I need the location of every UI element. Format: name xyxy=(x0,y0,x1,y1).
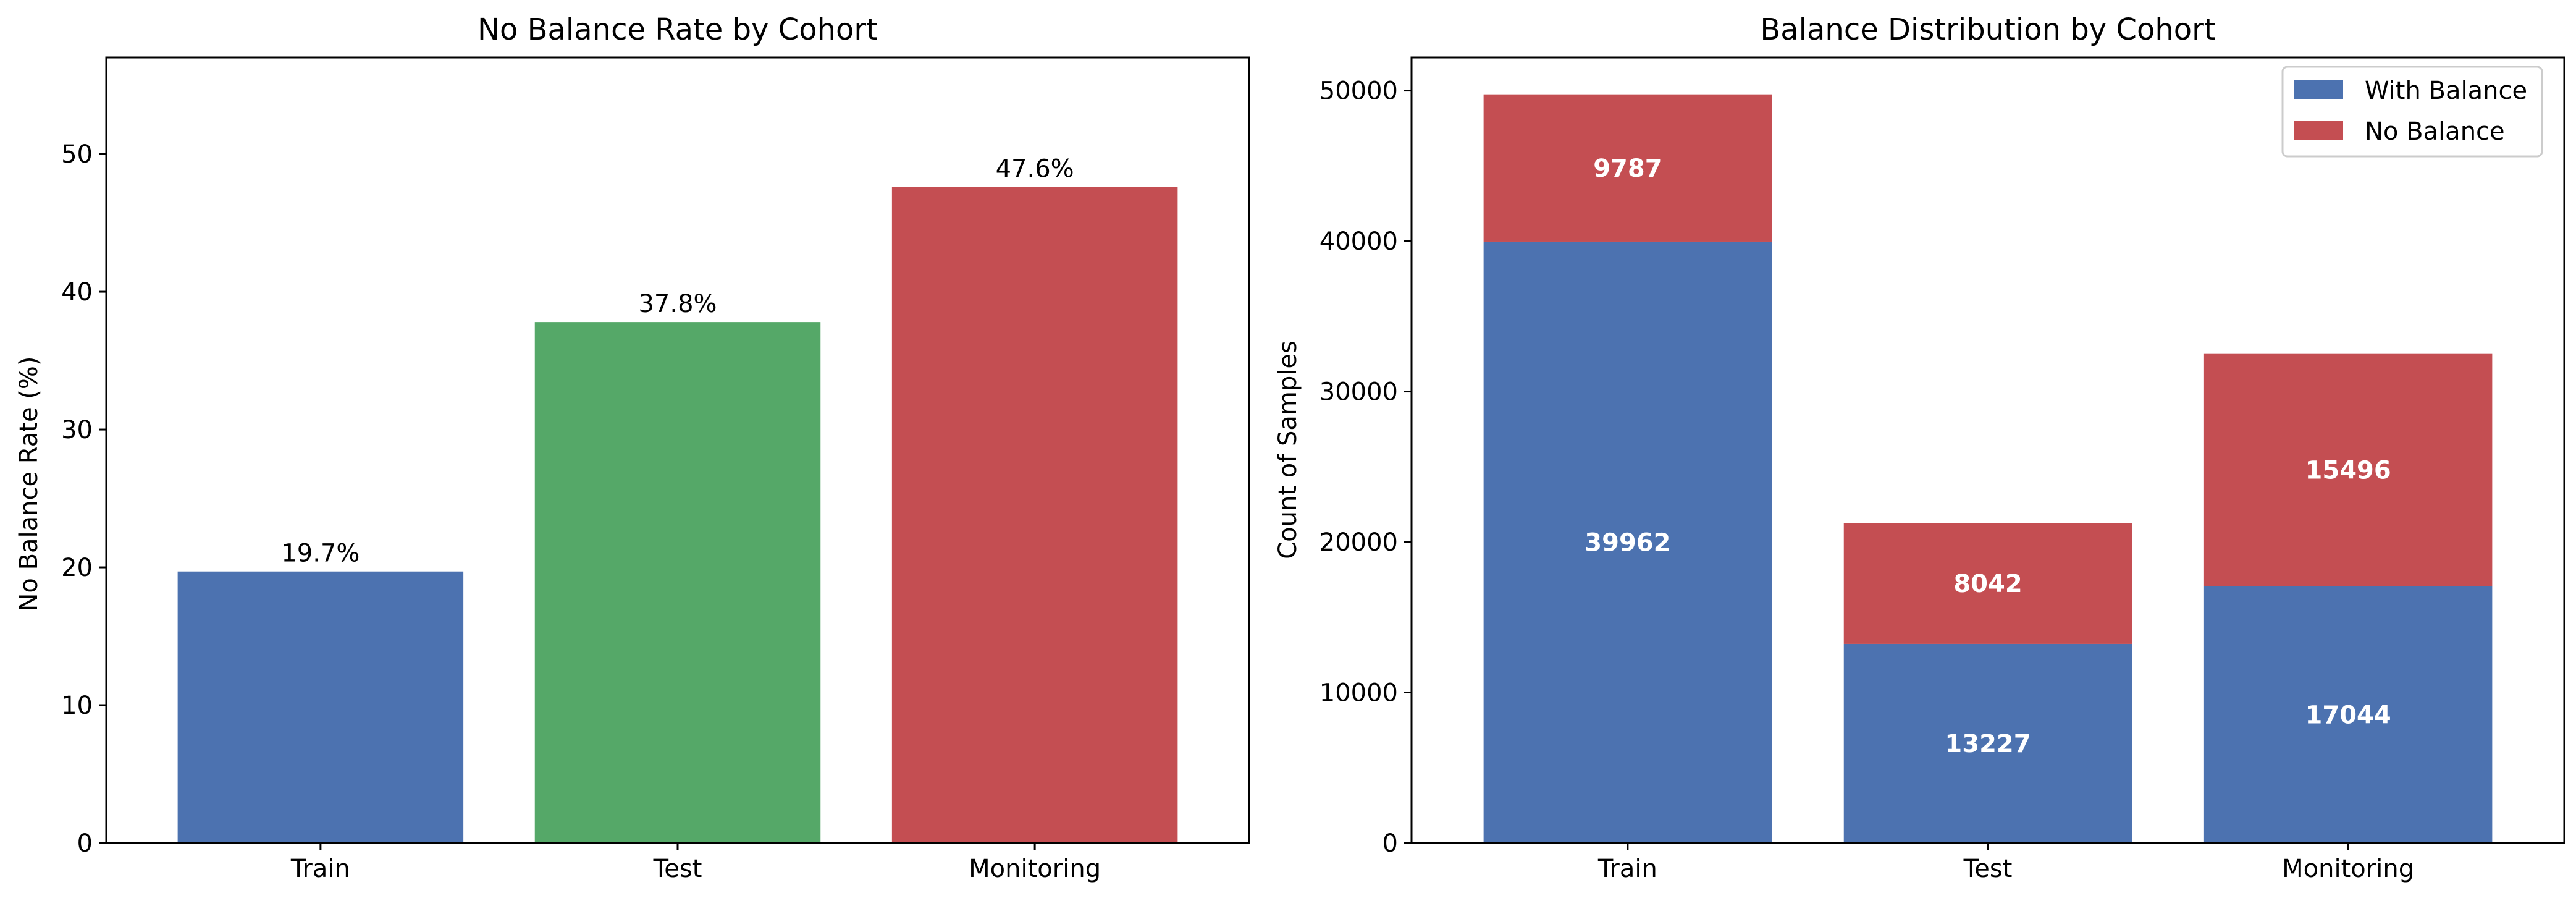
rate-chart-axes-frame xyxy=(105,56,1250,844)
rate-x-tick-test: Test xyxy=(653,855,702,883)
distribution-x-tick-monitoring: Monitoring xyxy=(2282,855,2414,883)
distribution-y-tick-20000: 20000 xyxy=(1320,528,1398,557)
distribution-y-tick-0: 0 xyxy=(1383,829,1398,858)
distribution-bar-train-no-balance xyxy=(1483,94,1772,242)
rate-y-tick-50: 50 xyxy=(61,140,93,169)
legend-swatch-no-balance xyxy=(2294,121,2343,140)
rate-value-label-monitoring: 47.6% xyxy=(996,155,1074,184)
legend-swatch-with-balance xyxy=(2294,80,2343,99)
distribution-chart-ylabel: Count of Samples xyxy=(1274,341,1302,559)
rate-value-label-train: 19.7% xyxy=(281,540,360,568)
legend-label-no-balance: No Balance xyxy=(2365,117,2505,146)
rate-bar-train xyxy=(177,571,464,843)
rate-chart-bars xyxy=(177,187,1178,843)
rate-y-tick-40: 40 xyxy=(61,278,93,307)
rate-y-tick-20: 20 xyxy=(61,554,93,582)
rate-bar-monitoring xyxy=(891,187,1178,843)
distribution-bar-test-with-balance xyxy=(1843,643,2132,843)
rate-chart: No Balance Rate by Cohort No Balance Rat… xyxy=(15,12,1250,883)
distribution-bar-monitoring-with-balance xyxy=(2203,586,2493,843)
legend: With Balance No Balance xyxy=(2281,66,2543,158)
distribution-bar-monitoring-no-balance xyxy=(2203,353,2493,587)
legend-label-with-balance: With Balance xyxy=(2365,77,2527,105)
distribution-chart-y-ticks: 0 10000 20000 30000 40000 50000 xyxy=(1320,77,1412,858)
rate-chart-ylabel: No Balance Rate (%) xyxy=(15,356,43,611)
distribution-y-tick-30000: 30000 xyxy=(1320,378,1398,407)
rate-chart-title: No Balance Rate by Cohort xyxy=(478,12,878,47)
distribution-segment-label-monitoring-no-balance: 15496 xyxy=(2305,456,2391,485)
distribution-y-tick-40000: 40000 xyxy=(1320,227,1398,256)
rate-x-tick-train: Train xyxy=(290,855,350,883)
rate-y-tick-10: 10 xyxy=(61,692,93,720)
rate-chart-y-ticks: 0 10 20 30 40 50 xyxy=(61,140,106,858)
distribution-segment-label-test-no-balance: 8042 xyxy=(1953,570,2022,598)
rate-chart-value-labels: 19.7% 37.8% 47.6% xyxy=(281,155,1074,568)
distribution-segment-label-test-with-balance: 13227 xyxy=(1945,730,2031,758)
distribution-x-tick-test: Test xyxy=(1963,855,2013,883)
rate-x-tick-monitoring: Monitoring xyxy=(969,855,1101,883)
rate-bar-test xyxy=(534,322,821,843)
distribution-segment-label-train-with-balance: 39962 xyxy=(1585,528,1670,557)
distribution-chart-title: Balance Distribution by Cohort xyxy=(1760,12,2215,47)
distribution-segment-label-train-no-balance: 9787 xyxy=(1593,155,1662,183)
distribution-chart-segment-labels: 39962 9787 13227 8042 17044 15496 xyxy=(1585,155,2391,758)
distribution-segment-label-monitoring-with-balance: 17044 xyxy=(2305,701,2391,730)
legend-box xyxy=(2281,66,2543,158)
distribution-y-tick-10000: 10000 xyxy=(1320,679,1398,708)
rate-value-label-test: 37.8% xyxy=(638,290,717,318)
rate-chart-x-ticks: Train Test Monitoring xyxy=(290,843,1101,883)
distribution-chart-x-ticks: Train Test Monitoring xyxy=(1597,843,2414,883)
distribution-x-tick-train: Train xyxy=(1597,855,1657,883)
distribution-y-tick-50000: 50000 xyxy=(1320,77,1398,106)
distribution-chart-bars xyxy=(1483,94,2493,843)
distribution-bar-test-no-balance xyxy=(1843,523,2132,644)
distribution-chart: Balance Distribution by Cohort Count of … xyxy=(1274,12,2565,883)
distribution-bar-train-with-balance xyxy=(1483,241,1772,843)
rate-y-tick-30: 30 xyxy=(61,416,93,444)
distribution-chart-axes-frame xyxy=(1410,56,2565,844)
rate-y-tick-0: 0 xyxy=(77,829,93,858)
